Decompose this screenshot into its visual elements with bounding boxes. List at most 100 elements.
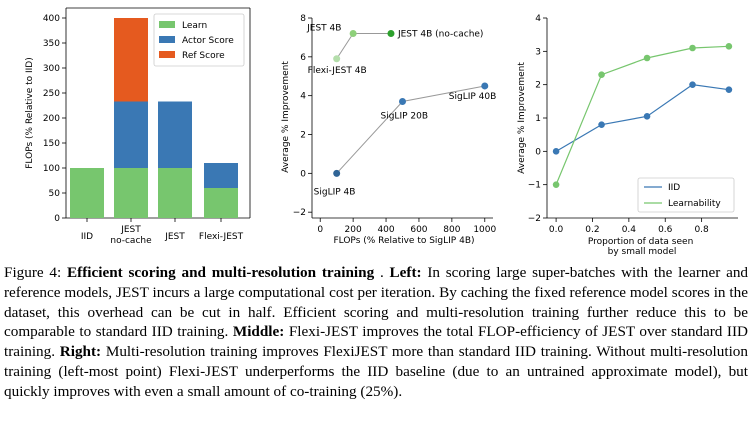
- middle-xtick-label: 600: [410, 225, 427, 235]
- siglip-point: [399, 97, 406, 105]
- right-ytick-label: 0: [535, 147, 541, 157]
- left-ytick-label: 50: [49, 189, 61, 199]
- middle-ytick-label: 6: [300, 53, 306, 63]
- left-ytick-label: 400: [43, 14, 60, 24]
- jest-point-label: JEST 4B: [306, 24, 341, 34]
- jest-point: [333, 55, 341, 63]
- caption-right-text: Multi-resolution training improves Flexi…: [4, 343, 748, 400]
- middle-ytick-label: 0: [300, 169, 306, 179]
- left-ytick-label: 200: [43, 114, 60, 124]
- figure-caption: Figure 4: Efficient scoring and multi-re…: [4, 263, 748, 402]
- legend-swatch-ref: [159, 51, 175, 58]
- middle-xtick-label: 400: [377, 225, 394, 235]
- left-ytick-label: 250: [43, 89, 60, 99]
- middle-ytick-label: 2: [300, 131, 306, 141]
- right-xtick-label: 0.8: [694, 225, 709, 235]
- siglip-point-label: SigLIP 20B: [381, 111, 429, 121]
- right-point-iid: [643, 113, 651, 120]
- caption-after-title: .: [374, 264, 390, 281]
- siglip-point: [481, 82, 489, 90]
- middle-xtick-label: 200: [345, 225, 362, 235]
- jest-point-label: JEST 4B (no-cache): [397, 30, 483, 40]
- left-xtick-label: JEST: [120, 225, 141, 235]
- legend-label-learn: Learn: [182, 21, 207, 31]
- right-ytick-label: 1: [535, 114, 541, 124]
- left-ytick-label: 0: [54, 214, 60, 224]
- right-line-iid: [555, 84, 729, 152]
- right-chart: −2 −1 0 1 2 3 4 0.0 0.2 0.4 0.6 0.8 Average % Impr…: [517, 14, 738, 257]
- siglip-point-label: SigLIP 4B: [314, 187, 356, 197]
- jest-line: [336, 33, 391, 60]
- caption-middle-label: Middle:: [232, 323, 285, 341]
- legend-label-learnability: Learnability: [668, 199, 721, 209]
- left-ytick-label: 100: [43, 164, 60, 174]
- jest-point-label: Flexi-JEST 4B: [308, 66, 367, 76]
- right-ytick-label: 2: [535, 81, 541, 91]
- right-point-learnability: [689, 44, 696, 52]
- caption-left-label: Left:: [389, 264, 422, 281]
- left-xtick-label: IID: [81, 232, 93, 242]
- caption-title: Efficient scoring and multi-resolution t…: [67, 264, 375, 281]
- left-ytick-label: 350: [43, 39, 60, 49]
- right-point-learnability: [643, 54, 651, 62]
- middle-ytick-label: 4: [300, 92, 306, 102]
- right-point-learnability: [725, 43, 733, 50]
- jest-point: [349, 30, 357, 38]
- right-ytick-label: −1: [528, 181, 541, 191]
- right-point-iid: [689, 81, 696, 88]
- right-xtick-label: 0.0: [549, 225, 564, 235]
- left-ytick-label: 150: [43, 139, 60, 149]
- bar-ref-score-1: [114, 18, 148, 102]
- bar-learn-2: [158, 168, 192, 218]
- middle-xtick-label: 800: [443, 225, 460, 235]
- bar-learn-1: [114, 168, 148, 218]
- left-ylabel: FLOPs (% Relative to IID): [25, 57, 35, 169]
- right-xlabel-line1: Proportion of data seen: [588, 237, 693, 247]
- legend-label-actor: Actor Score: [182, 36, 234, 46]
- right-point-learnability: [598, 71, 605, 78]
- right-xlabel-line2: by small model: [608, 247, 677, 257]
- left-legend: Learn Actor Score Ref Score: [153, 13, 245, 67]
- bar-actor-score-1: [114, 101, 148, 168]
- caption-middle-text: Flexi-JEST improves the total FLOP-effic…: [4, 323, 749, 361]
- legend-swatch-learn: [159, 21, 175, 28]
- legend-swatch-actor: [159, 36, 175, 43]
- bar-actor-score-2: [158, 101, 192, 168]
- right-xtick-label: 0.6: [658, 225, 673, 235]
- right-ytick-label: 4: [535, 14, 541, 24]
- left-xtick-label: JEST: [164, 232, 185, 242]
- right-point-iid: [598, 121, 605, 128]
- bar-actor-score-3: [204, 163, 238, 188]
- right-ylabel: Average % Improvement: [517, 62, 527, 174]
- right-point-iid: [725, 86, 733, 93]
- jest-point: [387, 30, 395, 38]
- right-legend: IID Learnability: [637, 177, 735, 213]
- legend-label-ref: Ref Score: [182, 51, 225, 61]
- middle-xlabel: FLOPs (% Relative to SigLIP 4B): [333, 236, 474, 246]
- right-xtick-label: 0.4: [622, 225, 637, 235]
- caption-fig-label: Figure 4:: [4, 264, 62, 281]
- bar-learn-0: [70, 168, 104, 218]
- right-xtick-label: 0.2: [585, 225, 599, 235]
- middle-xtick-label: 1000: [473, 225, 496, 235]
- right-xlabel: Proportion of data seen by small model: [588, 237, 696, 257]
- right-point-iid: [552, 148, 560, 155]
- middle-ytick-label: −2: [293, 208, 306, 218]
- right-ytick-label: −2: [528, 214, 541, 224]
- middle-xtick-label: 0: [317, 225, 323, 235]
- left-legend-frame: [153, 13, 245, 67]
- left-ytick-label: 300: [43, 64, 60, 74]
- middle-ytick-label: 8: [300, 14, 306, 24]
- bar-learn-3: [204, 188, 238, 218]
- middle-ylabel: Average % Improvement: [281, 61, 291, 173]
- caption-left-text: In scoring large super-batches with the …: [4, 264, 749, 341]
- right-point-learnability: [552, 181, 560, 188]
- siglip-point-label: SigLIP 40B: [449, 92, 497, 102]
- left-xtick-label: Flexi-JEST: [199, 232, 244, 242]
- left-xtick-label-line2: no-cache: [110, 236, 152, 246]
- right-ytick-label: 3: [535, 47, 541, 57]
- right-line-learnability: [555, 45, 729, 185]
- caption-right-label: Right:: [59, 343, 102, 361]
